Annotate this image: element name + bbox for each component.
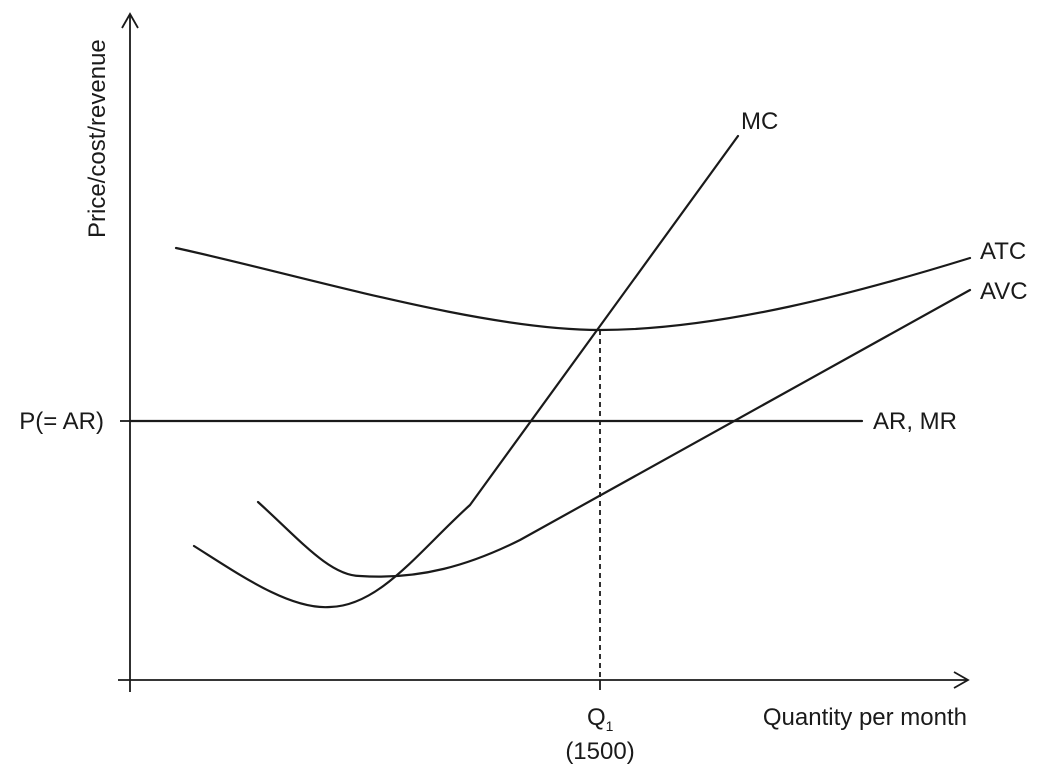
atc-label: ATC [980, 238, 1026, 265]
avc-curve [256, 288, 972, 578]
price-label: P(= AR) [19, 408, 104, 435]
q1-value: (1500) [565, 738, 634, 765]
labels: Price/cost/revenue Quantity per month P(… [19, 39, 1027, 765]
q1-label: Q1 [587, 704, 614, 734]
axes [118, 12, 970, 692]
curves [128, 134, 972, 680]
y-axis-arrowhead [121, 12, 139, 29]
ar-mr-label: AR, MR [873, 408, 957, 435]
mc-curve [192, 134, 740, 609]
mc-label: MC [741, 108, 778, 135]
y-axis-label: Price/cost/revenue [84, 39, 111, 238]
atc-curve [174, 246, 972, 332]
x-axis-arrowhead [953, 671, 970, 689]
avc-label: AVC [980, 278, 1028, 305]
x-axis-label: Quantity per month [763, 704, 967, 731]
q1-subscript: 1 [606, 718, 614, 734]
q1-main: Q [587, 704, 606, 731]
